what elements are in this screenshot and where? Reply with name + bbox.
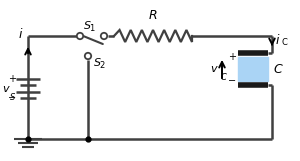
- Circle shape: [77, 33, 83, 39]
- Text: S: S: [94, 58, 101, 68]
- Text: v: v: [210, 64, 217, 74]
- Text: i: i: [276, 34, 280, 47]
- Circle shape: [101, 33, 107, 39]
- Bar: [238, 57, 268, 81]
- Text: −: −: [228, 76, 236, 86]
- Text: S: S: [10, 93, 15, 102]
- Text: R: R: [149, 9, 157, 22]
- Text: v: v: [3, 84, 9, 94]
- Text: C: C: [281, 38, 287, 47]
- Text: C: C: [221, 73, 227, 82]
- Text: S: S: [84, 21, 91, 31]
- Text: i: i: [18, 28, 22, 41]
- Text: 1: 1: [89, 24, 94, 33]
- Text: +: +: [8, 74, 16, 84]
- Text: 2: 2: [99, 61, 104, 70]
- Text: +: +: [228, 52, 236, 62]
- Circle shape: [85, 53, 91, 59]
- Text: C: C: [273, 62, 282, 76]
- Text: −: −: [8, 93, 16, 103]
